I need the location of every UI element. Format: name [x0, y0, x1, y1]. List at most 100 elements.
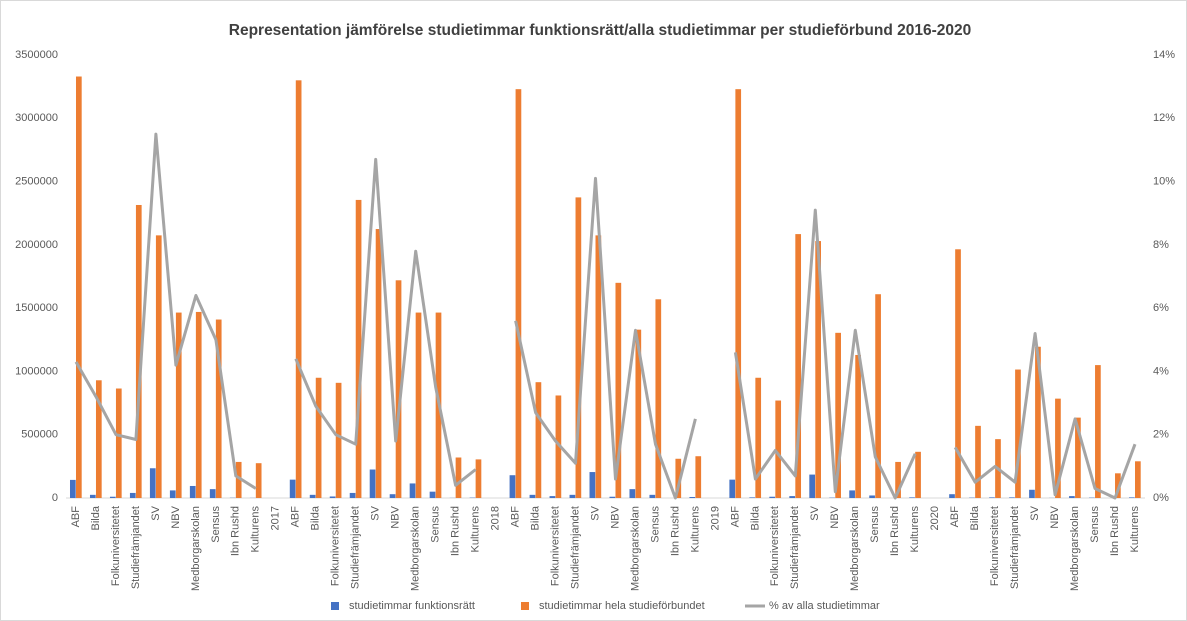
x-tick-label: Medborgarskolan	[190, 506, 202, 591]
bar	[949, 494, 955, 498]
x-tick-label: Sensus	[649, 506, 661, 543]
bar	[215, 319, 222, 498]
bar	[69, 479, 76, 498]
legend-label: % av alla studietimmar	[769, 600, 880, 612]
bar	[849, 490, 855, 498]
legend-label: studietimmar funktionsrätt	[349, 600, 475, 612]
x-tick-label: Studiefrämjandet	[789, 506, 801, 589]
x-tick-label: Studiefrämjandet	[350, 506, 362, 589]
x-tick-label: Studiefrämjandet	[1009, 506, 1021, 589]
bar	[989, 497, 995, 498]
bar	[1029, 489, 1035, 498]
bar	[1069, 496, 1075, 498]
x-tick-label: Ibn Rushd	[669, 506, 681, 556]
x-tick-label: SV	[370, 505, 382, 520]
bar	[595, 235, 602, 498]
x-tick-label: Medborgarskolan	[410, 506, 422, 591]
bar	[349, 492, 356, 498]
bar	[335, 382, 342, 498]
x-tick-label: NBV	[170, 505, 182, 528]
x-tick-label: SV	[1029, 505, 1041, 520]
bar	[295, 80, 302, 499]
bar	[795, 234, 802, 498]
x-tick-label: Bilda	[310, 505, 322, 530]
bar	[789, 496, 796, 498]
x-tick-label: 2018	[490, 506, 502, 530]
x-tick-label: Kulturens	[689, 506, 701, 553]
x-tick-label: Folkuniversitetet	[989, 506, 1001, 586]
x-tick-label: Bilda	[529, 505, 541, 530]
bar	[369, 469, 376, 498]
bar	[869, 495, 875, 498]
bar	[649, 494, 656, 498]
y-tick-label: 1000000	[15, 365, 58, 377]
y-tick-label: 3500000	[15, 49, 58, 61]
x-tick-label: ABF	[949, 506, 961, 528]
x-tick-label: 2020	[929, 506, 941, 530]
bar	[609, 496, 616, 498]
legend-swatch	[521, 602, 529, 610]
bar	[655, 299, 662, 498]
y-tick-label: 500000	[21, 429, 58, 441]
x-tick-label: Kulturens	[1129, 506, 1141, 553]
bar	[109, 496, 116, 498]
bar	[975, 425, 981, 498]
bar	[375, 229, 382, 499]
y-tick-label: 3000000	[15, 112, 58, 124]
bar	[615, 282, 622, 498]
bar	[629, 489, 636, 498]
bar	[1015, 369, 1021, 498]
bar	[835, 332, 841, 498]
bar	[915, 451, 921, 498]
x-tick-label: Sensus	[430, 506, 442, 543]
y2-tick-label: 8%	[1153, 239, 1169, 251]
bar	[155, 235, 162, 498]
x-tick-label: NBV	[1049, 505, 1061, 528]
bar	[909, 497, 915, 498]
bar	[955, 249, 961, 498]
bar	[769, 496, 776, 498]
x-tick-label: Ibn Rushd	[230, 506, 242, 556]
y2-tick-label: 12%	[1153, 112, 1175, 124]
bar	[895, 461, 901, 498]
x-tick-label: SV	[589, 505, 601, 520]
bar	[775, 400, 782, 498]
x-tick-label: ABF	[729, 506, 741, 528]
y2-tick-label: 2%	[1153, 429, 1169, 441]
x-tick-label: NBV	[390, 505, 402, 528]
x-tick-label: Sensus	[869, 506, 881, 543]
x-tick-label: Ibn Rushd	[1109, 506, 1121, 556]
bar	[169, 490, 176, 498]
line	[74, 132, 1137, 500]
bar	[315, 377, 322, 498]
bar	[289, 479, 296, 498]
x-tick-label: NBV	[829, 505, 841, 528]
y2-tick-label: 10%	[1153, 175, 1175, 187]
bar	[515, 89, 522, 498]
x-tick-label: Studiefrämjandet	[569, 506, 581, 589]
x-tick-label: 2019	[709, 506, 721, 530]
bar	[1129, 497, 1135, 498]
x-tick-label: SV	[150, 505, 162, 520]
x-tick-label: Bilda	[90, 505, 102, 530]
x-tick-label: 2017	[270, 506, 282, 530]
bar	[815, 241, 822, 498]
bar	[1095, 365, 1101, 498]
bar	[115, 388, 122, 498]
x-tick-label: Sensus	[1089, 506, 1101, 543]
bar	[95, 380, 102, 498]
y-tick-label: 0	[52, 492, 58, 504]
bar	[575, 197, 582, 498]
x-tick-label: Folkuniversitetet	[110, 506, 122, 586]
y-tick-label: 2000000	[15, 239, 58, 251]
bar	[475, 459, 482, 498]
y-tick-label: 2500000	[15, 175, 58, 187]
x-tick-label: Bilda	[969, 505, 981, 530]
bar	[1055, 398, 1061, 498]
bar	[455, 457, 462, 498]
bar	[529, 494, 536, 498]
bar	[195, 311, 202, 498]
bar	[809, 474, 816, 498]
bar	[175, 312, 182, 498]
